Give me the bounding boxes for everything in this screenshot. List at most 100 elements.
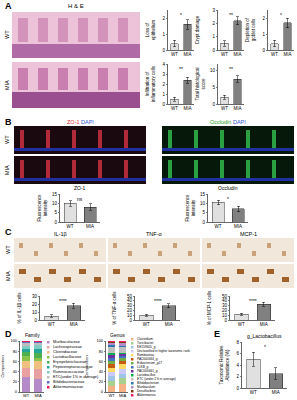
svg-text:3: 3: [162, 72, 165, 77]
svg-text:MIA: MIA: [283, 52, 291, 57]
svg-text:*: *: [280, 12, 282, 18]
svg-text:0: 0: [202, 220, 205, 225]
svg-text:WT: WT: [215, 224, 222, 229]
svg-text:E: E: [214, 329, 220, 339]
svg-text:8: 8: [236, 340, 239, 345]
svg-text:MIA: MIA: [234, 224, 242, 229]
svg-text:Occludin: Occludin: [218, 185, 238, 191]
svg-text:WT: WT: [171, 106, 178, 111]
svg-text:80: 80: [13, 349, 18, 354]
svg-text:Genus: Genus: [110, 332, 125, 338]
svg-text:1: 1: [162, 92, 165, 97]
svg-text:Crypt damage: Crypt damage: [195, 15, 200, 44]
svg-text:Akkermansiaceae: Akkermansiaceae: [53, 385, 83, 389]
svg-text:MIA: MIA: [34, 393, 41, 398]
svg-text:PAC000664_g: PAC000664_g: [137, 357, 158, 361]
svg-text:MCP-1: MCP-1: [240, 231, 257, 237]
svg-text:Erysipelotrichaceae: Erysipelotrichaceae: [53, 360, 86, 364]
svg-text:20: 20: [13, 379, 18, 384]
svg-text:Turicibacter: Turicibacter: [137, 341, 154, 345]
svg-text:6: 6: [236, 351, 239, 356]
svg-text:MIA: MIA: [5, 271, 11, 281]
svg-text:C: C: [5, 227, 12, 237]
svg-text:*: *: [180, 12, 182, 18]
svg-text:WT: WT: [171, 52, 178, 57]
svg-text:WT: WT: [4, 135, 10, 144]
svg-text:Fluorescenceintensity: Fluorescenceintensity: [185, 194, 196, 222]
svg-text:Clostridiaceae: Clostridiaceae: [53, 350, 77, 354]
svg-text:30: 30: [222, 303, 228, 308]
svg-text:MIA: MIA: [70, 322, 78, 327]
svg-text:% of MCP-1 cells: % of MCP-1 cells: [207, 290, 212, 325]
svg-text:MIA: MIA: [4, 165, 10, 175]
svg-text:80: 80: [99, 349, 104, 354]
svg-text:0: 0: [162, 102, 165, 107]
svg-text:****: ****: [59, 298, 67, 304]
svg-text:0: 0: [236, 386, 239, 391]
svg-text:10: 10: [32, 310, 38, 315]
svg-text:0: 0: [224, 318, 227, 323]
svg-text:Loss ofepithelium: Loss ofepithelium: [145, 19, 156, 40]
svg-text:50: 50: [222, 294, 228, 299]
svg-text:MIA: MIA: [272, 390, 280, 395]
svg-text:WT: WT: [221, 106, 228, 111]
svg-text:10: 10: [222, 313, 228, 318]
svg-text:MIA: MIA: [233, 106, 241, 111]
svg-text:0: 0: [212, 102, 215, 107]
svg-text:% of TNF-α cells: % of TNF-α cells: [112, 291, 117, 325]
svg-text:Romboutsia: Romboutsia: [137, 353, 154, 357]
svg-text:Muribaculum: Muribaculum: [137, 385, 156, 389]
svg-text:MIA: MIA: [86, 224, 94, 229]
svg-text:30: 30: [32, 294, 38, 299]
svg-text:****: ****: [249, 298, 257, 304]
svg-text:**: **: [229, 66, 233, 72]
svg-text:5: 5: [202, 210, 205, 215]
svg-text:*: *: [264, 344, 266, 350]
svg-text:Infiltration ofinflammatory ce: Infiltration ofinflammatory cells: [145, 65, 156, 102]
svg-text:Bifidobacterium: Bifidobacterium: [137, 381, 159, 385]
svg-text:30: 30: [127, 303, 133, 308]
svg-text:2: 2: [236, 374, 239, 379]
svg-text:20: 20: [32, 302, 38, 307]
svg-text:3: 3: [212, 8, 215, 13]
svg-text:0: 0: [15, 389, 18, 394]
svg-text:H & E: H & E: [68, 3, 84, 9]
svg-text:4: 4: [236, 363, 239, 368]
svg-text:2: 2: [262, 16, 265, 21]
svg-text:IL-1β: IL-1β: [54, 231, 67, 237]
svg-text:5: 5: [212, 85, 215, 90]
svg-text:0: 0: [262, 48, 265, 53]
svg-text:20: 20: [127, 308, 133, 313]
svg-text:*: *: [227, 196, 229, 202]
svg-text:WT: WT: [67, 224, 74, 229]
svg-text:LLKB_g: LLKB_g: [137, 365, 149, 369]
svg-text:Family: Family: [25, 332, 40, 338]
svg-text:ns: ns: [77, 196, 83, 202]
svg-text:5: 5: [54, 210, 57, 215]
svg-text:WT: WT: [5, 245, 11, 254]
svg-text:ETC (under 1% in average): ETC (under 1% in average): [137, 377, 176, 381]
svg-text:40: 40: [99, 369, 104, 374]
svg-text:1: 1: [162, 32, 165, 37]
svg-text:0: 0: [212, 48, 215, 53]
svg-text:WT: WT: [221, 52, 228, 57]
svg-text:MIA: MIA: [260, 322, 268, 327]
svg-text:20: 20: [222, 308, 228, 313]
svg-text:TNF-α: TNF-α: [146, 231, 163, 237]
svg-text:10: 10: [210, 68, 216, 73]
svg-text:60: 60: [13, 359, 18, 364]
svg-text:****: ****: [154, 298, 162, 304]
svg-text:**: **: [179, 66, 183, 72]
svg-text:MIA: MIA: [4, 80, 10, 90]
svg-text:WT: WT: [23, 393, 30, 398]
svg-text:10: 10: [52, 201, 58, 206]
svg-text:1: 1: [212, 34, 215, 39]
svg-text:Clostridium: Clostridium: [137, 337, 153, 341]
svg-text:WT: WT: [271, 52, 278, 57]
svg-text:Total histologicalscore: Total histologicalscore: [195, 67, 206, 100]
svg-text:WT: WT: [143, 322, 150, 327]
svg-text:B: B: [5, 117, 12, 127]
svg-text:Ruminococcaceae: Ruminococcaceae: [53, 370, 84, 374]
svg-text:Lactobacillus: Lactobacillus: [137, 373, 156, 377]
svg-text:0: 0: [162, 48, 165, 53]
